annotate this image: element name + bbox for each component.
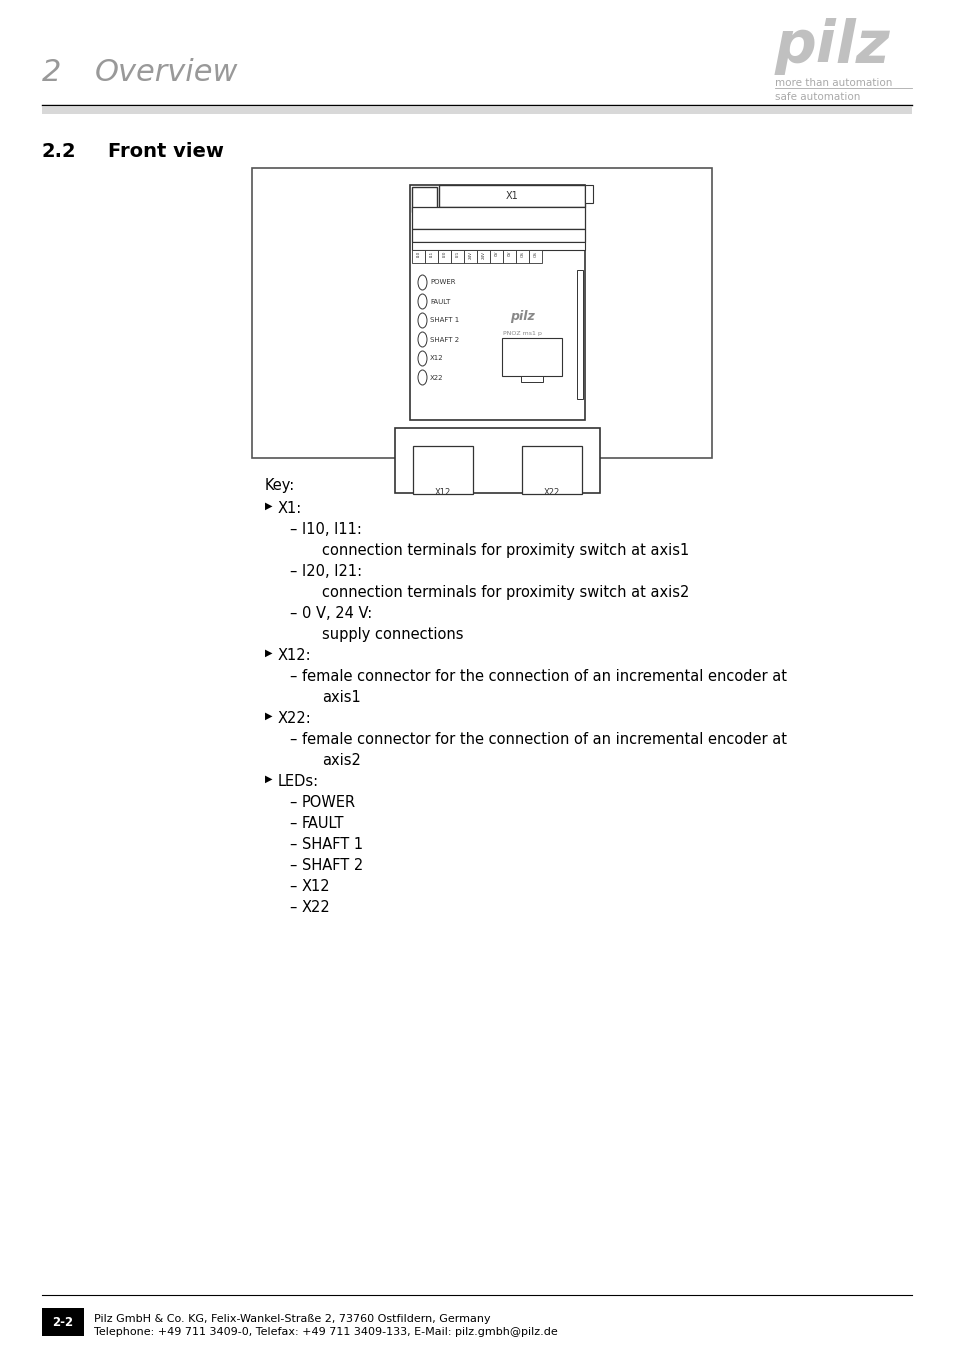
- Bar: [502, 250, 516, 263]
- Text: safe automation: safe automation: [774, 92, 860, 103]
- Text: ▶: ▶: [265, 774, 273, 784]
- Text: Telephone: +49 711 3409-0, Telefax: +49 711 3409-133, E-Mail: pilz.gmbh@pilz.de: Telephone: +49 711 3409-0, Telefax: +49 …: [94, 1327, 558, 1336]
- Text: –: –: [289, 879, 296, 894]
- Text: –: –: [289, 815, 296, 832]
- Text: X1:: X1:: [277, 501, 302, 516]
- Text: 2-2: 2-2: [52, 1315, 73, 1328]
- Text: I10, I11:: I10, I11:: [302, 522, 361, 537]
- Text: –: –: [289, 900, 296, 915]
- Text: Overview: Overview: [95, 58, 238, 86]
- Text: I21: I21: [455, 251, 459, 258]
- Text: connection terminals for proximity switch at axis1: connection terminals for proximity switc…: [322, 543, 688, 558]
- Text: SHAFT 2: SHAFT 2: [302, 859, 363, 873]
- Text: X12: X12: [435, 487, 451, 497]
- Text: –: –: [289, 859, 296, 873]
- Text: 2: 2: [42, 58, 61, 86]
- Text: ▶: ▶: [265, 711, 273, 721]
- Text: X22:: X22:: [277, 711, 312, 726]
- Text: 24V: 24V: [481, 251, 485, 259]
- Ellipse shape: [417, 275, 427, 290]
- Text: –: –: [289, 670, 296, 684]
- Text: I11: I11: [429, 251, 433, 256]
- Text: PNOZ ms1 p: PNOZ ms1 p: [502, 331, 541, 336]
- Bar: [529, 250, 541, 263]
- Text: I20, I21:: I20, I21:: [302, 564, 362, 579]
- Bar: [476, 250, 490, 263]
- Bar: [410, 185, 584, 420]
- Bar: [577, 270, 582, 400]
- Bar: [463, 250, 476, 263]
- Bar: [521, 446, 581, 494]
- Text: –: –: [289, 606, 296, 621]
- Text: supply connections: supply connections: [322, 626, 463, 643]
- Ellipse shape: [417, 313, 427, 328]
- Text: 0V: 0V: [507, 251, 511, 256]
- Bar: [490, 250, 502, 263]
- Text: –: –: [289, 732, 296, 747]
- Ellipse shape: [417, 370, 427, 385]
- Bar: [451, 250, 463, 263]
- Text: X12:: X12:: [277, 648, 312, 663]
- Text: LEDs:: LEDs:: [277, 774, 319, 788]
- Bar: [412, 242, 584, 250]
- Text: 0 V, 24 V:: 0 V, 24 V:: [302, 606, 372, 621]
- Bar: [501, 338, 561, 377]
- Text: X22: X22: [302, 900, 331, 915]
- Bar: [584, 185, 593, 202]
- Text: more than automation: more than automation: [774, 78, 891, 88]
- Ellipse shape: [417, 294, 427, 309]
- Ellipse shape: [417, 332, 427, 347]
- Text: ▶: ▶: [265, 501, 273, 512]
- Text: I20: I20: [442, 251, 446, 258]
- Text: female connector for the connection of an incremental encoder at: female connector for the connection of a…: [302, 732, 786, 747]
- Text: POWER: POWER: [302, 795, 355, 810]
- Bar: [413, 446, 473, 494]
- Text: 24V: 24V: [468, 251, 472, 259]
- Text: ▶: ▶: [265, 648, 273, 657]
- Text: Front view: Front view: [108, 142, 224, 161]
- Bar: [424, 250, 437, 263]
- Text: X12: X12: [430, 355, 443, 362]
- Text: SHAFT 2: SHAFT 2: [430, 336, 458, 343]
- Text: X1: X1: [505, 190, 517, 201]
- Text: SHAFT 1: SHAFT 1: [430, 317, 458, 324]
- Text: pilz: pilz: [774, 18, 890, 76]
- Bar: [42, 107, 911, 113]
- Text: I10: I10: [416, 251, 420, 258]
- Text: X12: X12: [302, 879, 331, 894]
- Bar: [252, 167, 711, 458]
- Bar: [412, 188, 436, 212]
- Bar: [520, 377, 542, 382]
- Text: –: –: [289, 837, 296, 852]
- Text: female connector for the connection of an incremental encoder at: female connector for the connection of a…: [302, 670, 786, 684]
- Text: FAULT: FAULT: [302, 815, 344, 832]
- Bar: [412, 207, 584, 230]
- Bar: [516, 250, 529, 263]
- Bar: [42, 1308, 84, 1336]
- Text: X22: X22: [430, 374, 443, 381]
- Text: FAULT: FAULT: [430, 298, 450, 305]
- Text: Pilz GmbH & Co. KG, Felix-Wankel-Straße 2, 73760 Ostfildern, Germany: Pilz GmbH & Co. KG, Felix-Wankel-Straße …: [94, 1314, 490, 1324]
- Ellipse shape: [417, 351, 427, 366]
- Text: POWER: POWER: [430, 279, 455, 285]
- Bar: [412, 230, 584, 242]
- Text: Key:: Key:: [265, 478, 294, 493]
- Bar: [412, 250, 424, 263]
- Text: axis1: axis1: [322, 690, 360, 705]
- Text: axis2: axis2: [322, 753, 360, 768]
- Text: 2.2: 2.2: [42, 142, 76, 161]
- Text: –: –: [289, 795, 296, 810]
- Text: OS: OS: [533, 251, 537, 256]
- Text: 0V: 0V: [494, 251, 498, 256]
- Text: pilz: pilz: [510, 310, 535, 323]
- Text: connection terminals for proximity switch at axis2: connection terminals for proximity switc…: [322, 585, 689, 599]
- Text: –: –: [289, 564, 296, 579]
- Bar: [437, 250, 451, 263]
- Text: X22: X22: [543, 487, 559, 497]
- Bar: [395, 428, 599, 493]
- Bar: [438, 185, 584, 207]
- Text: SHAFT 1: SHAFT 1: [302, 837, 363, 852]
- Text: –: –: [289, 522, 296, 537]
- Text: OS: OS: [520, 251, 524, 256]
